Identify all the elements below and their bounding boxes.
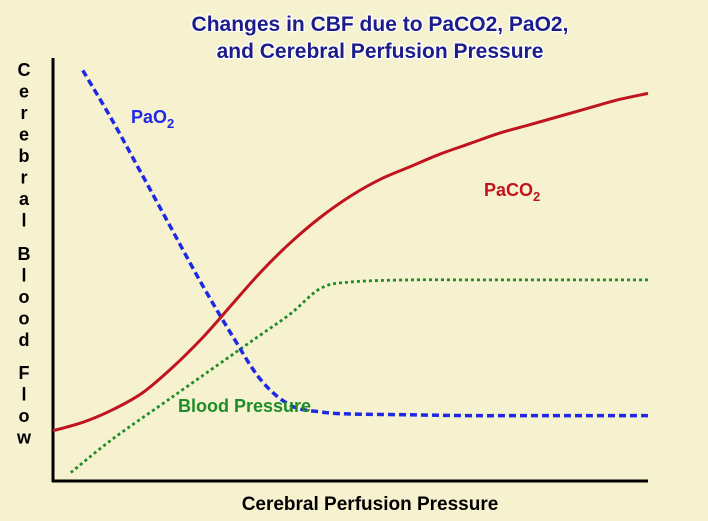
y-axis-label-letter: F xyxy=(19,363,30,383)
y-axis-label-letter: o xyxy=(19,287,30,307)
y-axis-label-letter: l xyxy=(21,385,26,405)
series-line-pao xyxy=(81,69,648,418)
y-axis-label-letter: o xyxy=(19,308,30,328)
y-axis-label-letter: C xyxy=(18,60,31,80)
y-axis-label-letter: l xyxy=(21,211,26,231)
y-axis-label-letter: a xyxy=(19,189,30,209)
y-axis-label-letter: o xyxy=(19,406,30,426)
y-axis-label-letter: l xyxy=(21,265,26,285)
series-line-blood-pressure xyxy=(69,278,649,474)
y-axis-label-letter: r xyxy=(20,103,27,123)
y-axis-label-letter: r xyxy=(20,168,27,188)
series-label-blood-pressure: Blood Pressure xyxy=(178,396,311,416)
y-axis-label-letter: w xyxy=(16,428,32,448)
series-label-pao: PaO2 xyxy=(131,107,174,131)
y-axis-label-letter: d xyxy=(19,330,30,350)
y-axis-label-letter: e xyxy=(19,125,29,145)
y-axis-label-letter: B xyxy=(18,244,31,264)
chart-title-line-1: Changes in CBF due to PaCO2, PaO2, xyxy=(192,13,569,36)
y-axis-label-letter: b xyxy=(19,146,30,166)
x-axis-label: Cerebral Perfusion Pressure xyxy=(242,494,499,515)
series-label-paco: PaCO2 xyxy=(484,180,540,204)
series-line-paco xyxy=(52,91,649,433)
chart-title-line-2: and Cerebral Perfusion Pressure xyxy=(217,40,544,63)
y-axis-label-letter: e xyxy=(19,82,29,102)
series-group: PaCO2 PaO2 Blood Pressure xyxy=(52,69,649,474)
